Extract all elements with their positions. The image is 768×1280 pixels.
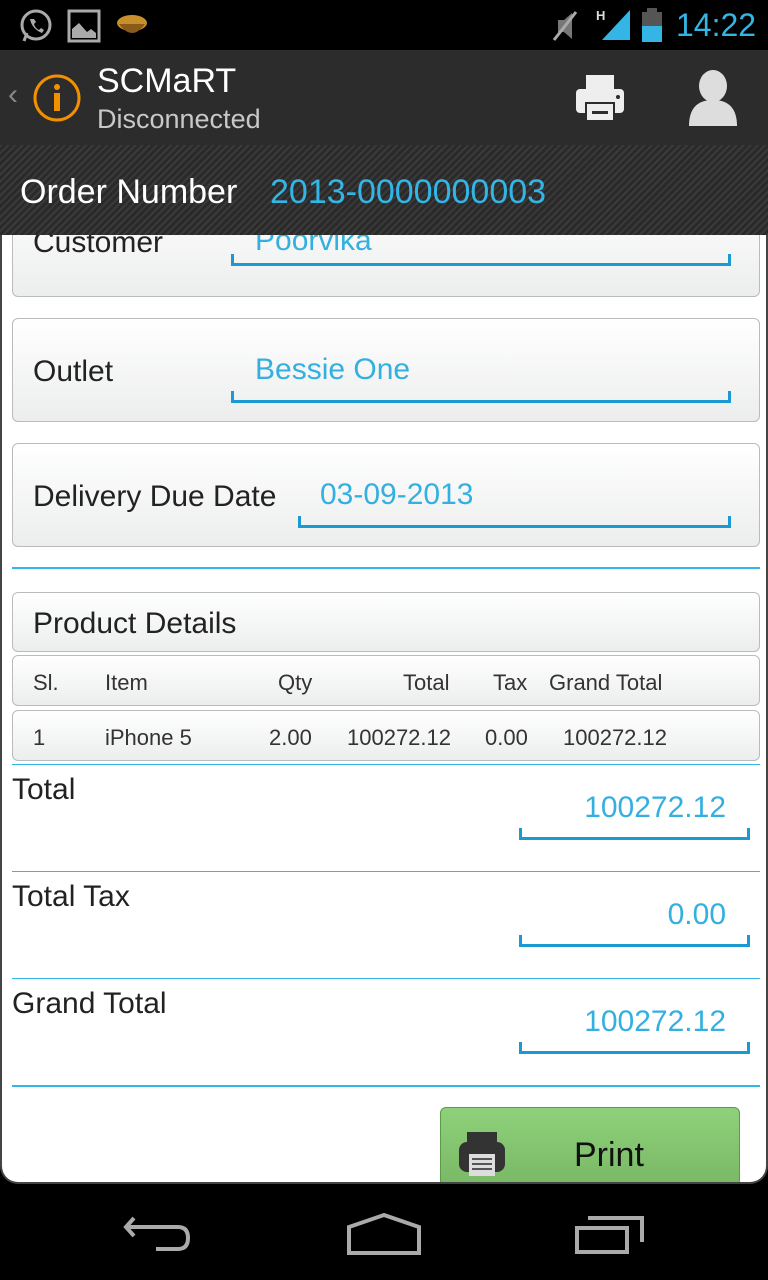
delivery-date-row: Delivery Due Date 03-09-2013 [12,443,760,547]
delivery-date-value[interactable]: 03-09-2013 [320,478,474,511]
col-total: Total [403,670,450,695]
mute-icon [552,11,578,41]
printer-icon [459,1132,505,1176]
total-tax-label: Total Tax [12,880,130,913]
connection-status: Disconnected [97,104,261,134]
whatsapp-icon [20,9,52,42]
delivery-date-label: Delivery Due Date [33,480,277,513]
order-number-value: 2013-0000000003 [270,173,547,211]
product-table-header: Sl. Item Qty Total Tax Grand Total [12,655,760,706]
app-icon [117,15,147,33]
grand-total-label: Grand Total [12,987,167,1020]
svg-text:H: H [596,8,605,23]
cell-tax: 0.00 [485,725,528,750]
signal-h-icon: H [596,8,630,40]
outlet-value[interactable]: Bessie One [255,353,411,386]
table-row[interactable]: 1 iPhone 5 2.00 100272.12 0.00 100272.12 [12,710,760,761]
cell-total: 100272.12 [347,725,451,750]
total-underline[interactable] [519,828,750,840]
cell-sl: 1 [33,725,46,750]
total-tax-underline[interactable] [519,935,750,947]
printer-icon[interactable] [574,73,626,123]
status-bar: H 14:22 [0,0,768,50]
col-tax: Tax [493,670,528,695]
divider [12,978,760,979]
up-button[interactable]: ‹ [0,50,90,145]
print-button-label: Print [574,1136,644,1174]
total-value[interactable]: 100272.12 [584,791,726,824]
order-header: Order Number 2013-0000000003 [0,145,768,237]
product-details-title: Product Details [33,607,237,640]
outlet-row: Outlet Bessie One [12,318,760,422]
user-icon[interactable] [686,68,740,128]
col-item: Item [105,670,148,695]
divider [12,1085,760,1087]
customer-input-underline[interactable] [231,254,731,266]
outlet-input-underline[interactable] [231,391,731,403]
total-tax-value[interactable]: 0.00 [667,898,726,931]
customer-value[interactable]: Poorvika [255,235,372,257]
delivery-date-underline[interactable] [298,516,731,528]
recent-apps-icon[interactable] [574,1214,646,1254]
cell-item: iPhone 5 [105,725,192,750]
col-qty: Qty [278,670,313,695]
divider [12,567,760,569]
product-details-header: Product Details [12,592,760,652]
cell-grand-total: 100272.12 [563,725,667,750]
grand-total-value[interactable]: 100272.12 [584,1005,726,1038]
print-button[interactable]: Print [440,1107,740,1182]
home-icon[interactable] [346,1213,422,1255]
customer-row: Customer Poorvika [12,235,760,297]
divider [12,871,760,872]
order-number-label: Order Number [20,173,238,211]
divider [12,764,760,765]
customer-label: Customer [33,235,164,259]
info-icon [33,74,81,122]
cell-qty: 2.00 [269,725,312,750]
outlet-label: Outlet [33,355,114,388]
app-title: SCMaRT [97,62,237,100]
battery-icon [642,8,662,42]
col-grand-total: Grand Total [549,670,663,695]
grand-total-underline[interactable] [519,1042,750,1054]
back-icon[interactable] [122,1214,194,1254]
navigation-bar [0,1184,768,1280]
total-label: Total [12,773,76,806]
action-bar: ‹ SCMaRT Disconnected [0,50,768,145]
back-chevron-icon: ‹ [8,78,18,111]
col-sl: Sl. [33,670,59,695]
order-form: Customer Poorvika Outlet Bessie One Deli… [0,235,768,1184]
status-time: 14:22 [676,7,757,43]
gallery-icon [67,9,101,43]
